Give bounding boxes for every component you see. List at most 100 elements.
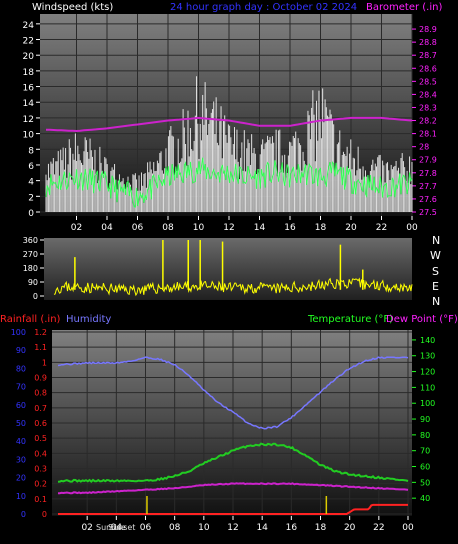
rain-y-tick-label: 1.2 [34,328,47,337]
wind-y-tick-label: 10 [23,131,35,141]
wind-x-tick-label: 08 [162,223,174,233]
temp-x-tick-label: 06 [140,523,152,533]
baro-y-tick-label: 28.7 [419,51,437,60]
wind-y-tick-label: 16 [23,84,35,94]
humidity-y-tick-label: 40 [16,437,26,446]
baro-y-tick-label: 28.2 [419,117,437,126]
wind-y-tick-label: 12 [23,115,34,125]
wind-average-line [45,157,413,208]
temp-y-tick-label: 50 [420,478,430,487]
temperature-axis-title: Temperature (°F) [307,314,393,325]
baro-y-tick-label: 28 [419,143,429,152]
wind-y-tick-label: 14 [23,99,35,109]
baro-y-tick-label: 28.6 [419,64,437,73]
dewpoint-axis-title: Dew Point (°F) [386,314,458,325]
temp-y-tick-label: 70 [420,447,430,456]
wind-x-tick-label: 16 [284,223,296,233]
temp-y-tick-label: 60 [420,463,430,472]
rain-y-tick-label: 0.7 [34,404,47,413]
compass-w: W [430,249,441,262]
rain-y-tick-label: 0.2 [34,480,47,489]
wind-x-tick-label: 18 [315,223,327,233]
rain-y-tick-label: 0.4 [34,449,47,458]
baro-y-tick-label: 27.8 [419,169,437,178]
temp-x-tick-label: 14 [256,523,268,533]
humidity-y-tick-label: 90 [16,346,26,355]
wind-y-tick-label: 6 [28,162,34,172]
rainfall-axis-title: Rainfall (.in) [0,314,61,325]
wind-baro-chart: 02468101214161820222427.527.627.727.827.… [23,21,437,233]
windspeed-axis-title: Windspeed (kts) [32,2,113,13]
compass-s: S [432,265,439,278]
direction-y-tick-label: 180 [23,264,38,273]
wind-x-tick-label: 12 [223,223,234,233]
humidity-y-tick-label: 80 [16,364,26,373]
temp-x-tick-label: 12 [227,523,238,533]
humidity-y-tick-label: 100 [11,328,26,337]
baro-y-tick-label: 27.7 [419,182,437,191]
baro-y-tick-label: 28.1 [419,130,437,139]
temp-y-tick-label: 90 [420,415,430,424]
wind-x-tick-label: 20 [345,223,357,233]
sunrise-label: Sunrise [96,523,126,532]
humidity-y-tick-label: 10 [16,492,26,501]
temp-x-tick-label: 16 [286,523,298,533]
wind-x-tick-label: 06 [132,223,144,233]
temp-y-tick-label: 110 [420,383,435,392]
rain-y-tick-label: 0.9 [34,374,47,383]
wind-y-tick-label: 24 [23,21,35,31]
wind-y-tick-label: 18 [23,68,35,78]
temp-x-tick-label: 20 [344,523,356,533]
wind-direction-chart: 0 90 180 270 360 [23,236,413,301]
wind-x-tick-label: 00 [406,223,418,233]
wind-x-tick-label: 02 [71,223,82,233]
direction-y-tick-label: 90 [28,278,38,287]
temp-y-tick-label: 130 [420,352,435,361]
temp-humidity-chart: 0 0.1 0.2 0.3 0.4 0.5 0.6 0.7 0.8 0.9 1 1.1 1.2 0 10 20… [11,328,436,533]
rain-y-tick-label: 0.8 [34,389,47,398]
humidity-axis-title: Humidity [66,314,111,325]
rain-y-tick-label: 0.1 [34,495,47,504]
wind-direction-line [53,277,413,297]
temp-y-tick-label: 40 [420,494,430,503]
humidity-y-tick-label: 60 [16,401,26,410]
wind-y-tick-label: 0 [28,209,34,219]
baro-y-tick-label: 28.5 [419,77,437,86]
temp-x-tick-label: 00 [402,523,414,533]
temp-x-tick-label: 04 [111,523,123,533]
baro-y-tick-label: 27.6 [419,195,437,204]
wind-y-tick-label: 20 [23,52,35,62]
humidity-y-tick-label: 30 [16,455,26,464]
temp-y-tick-label: 120 [420,368,435,377]
temp-y-tick-label: 100 [420,399,435,408]
wind-x-tick-label: 10 [193,223,205,233]
temp-x-tick-label: 08 [169,523,181,533]
wind-y-tick-label: 4 [28,178,34,188]
wind-y-tick-label: 8 [28,146,34,156]
compass-n-top: N [432,234,440,247]
temp-x-tick-label: 02 [81,523,92,533]
humidity-y-tick-label: 0 [21,510,26,519]
humidity-line [57,356,409,430]
temp-x-tick-label: 18 [315,523,327,533]
rain-y-tick-label: 1 [42,358,47,367]
sunset-label: Sunset [108,523,135,532]
baro-y-tick-label: 28.8 [419,38,437,47]
wind-x-tick-label: 04 [101,223,113,233]
temp-x-tick-label: 22 [373,523,384,533]
baro-y-tick-label: 27.9 [419,156,437,165]
wind-y-tick-label: 2 [28,193,34,203]
baro-y-tick-label: 28.3 [419,103,437,112]
temp-x-tick-label: 10 [198,523,210,533]
compass-n-bottom: N [432,295,440,308]
baro-y-tick-label: 28.9 [419,25,437,34]
humidity-y-tick-label: 50 [16,419,26,428]
rainfall-line [58,503,408,515]
direction-panel-background [44,238,412,300]
direction-y-tick-label: 270 [23,250,38,259]
wind-y-tick-label: 22 [23,37,34,47]
direction-y-tick-label: 360 [23,236,38,245]
barometer-line [45,116,413,133]
